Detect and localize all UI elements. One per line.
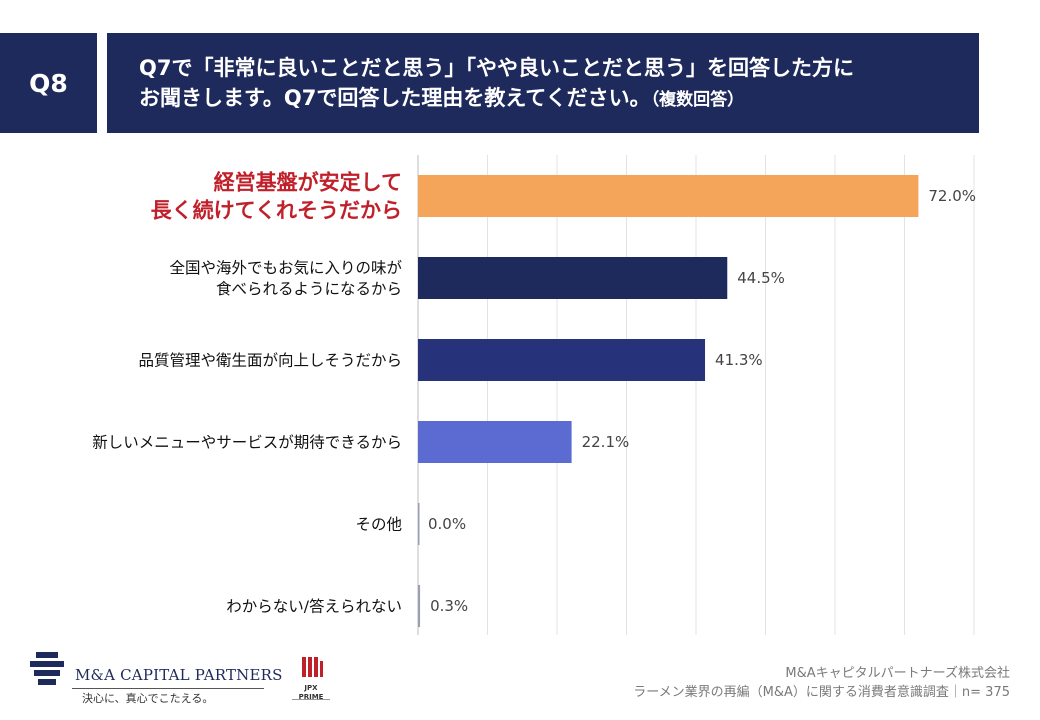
category-label: 品質管理や衛生面が向上しそうだから <box>138 351 402 369</box>
logo-divider <box>72 688 264 689</box>
company-logo-mark <box>30 652 64 685</box>
company-tagline: 決心に、真心でこたえる。 <box>82 692 214 705</box>
question-text-line1: Q7で「非常に良いことだと思う」「やや良いことだと思う」を回答した方に <box>139 56 854 80</box>
chart-bars <box>418 175 919 627</box>
jpx-logo-text: JPX PRIME <box>287 684 335 702</box>
category-label: 経営基盤が安定して <box>214 170 402 194</box>
bar-chart: 経営基盤が安定して長く続けてくれそうだから全国や海外でもお気に入りの味が食べられ… <box>92 155 976 635</box>
jpx-label: JPX <box>304 684 318 692</box>
category-label: 食べられるようになるから <box>216 280 402 298</box>
question-text-line2: お聞きします。Q7で回答した理由を教えてください。（複数回答） <box>139 83 979 115</box>
question-note: （複数回答） <box>650 90 745 110</box>
value-label: 72.0% <box>928 187 976 205</box>
bar <box>418 175 919 217</box>
category-label: わからない/答えられない <box>226 597 402 615</box>
footer-source: M&Aキャピタルパートナーズ株式会社 ラーメン業界の再編（M&A）に関する消費者… <box>633 664 1010 702</box>
company-logo-text: M&A CAPITAL PARTNERS <box>75 666 283 684</box>
question-number-badge: Q8 <box>0 33 97 133</box>
chart-value-labels: 72.0% 44.5% 41.3% 22.1% 0.0% 0.3% <box>428 187 976 615</box>
category-label: 新しいメニューやサービスが期待できるから <box>92 433 402 451</box>
value-label: 22.1% <box>582 433 630 451</box>
category-label: 全国や海外でもお気に入りの味が <box>169 259 402 277</box>
value-label: 41.3% <box>715 351 763 369</box>
value-label: 44.5% <box>737 269 785 287</box>
bar <box>418 585 421 627</box>
question-text-main: お聞きします。Q7で回答した理由を教えてください。 <box>139 86 651 110</box>
category-label: 長く続けてくれそうだから <box>151 198 402 222</box>
jpx-sub: PRIME <box>298 693 324 701</box>
value-label: 0.0% <box>428 515 466 533</box>
footer-company: M&Aキャピタルパートナーズ株式会社 <box>785 666 1010 681</box>
bar <box>418 257 728 299</box>
category-label: その他 <box>355 515 402 533</box>
bar <box>418 421 572 463</box>
chart-category-labels: 経営基盤が安定して長く続けてくれそうだから全国や海外でもお気に入りの味が食べられ… <box>92 170 402 615</box>
chart-grid <box>417 155 975 635</box>
value-label: 0.3% <box>430 597 468 615</box>
bar <box>418 339 706 381</box>
jpx-logo-icon <box>292 657 330 700</box>
footer-survey: ラーメン業界の再編（M&A）に関する消費者意識調査｜n= 375 <box>633 685 1010 700</box>
question-header: Q7で「非常に良いことだと思う」「やや良いことだと思う」を回答した方に お聞きし… <box>107 33 979 133</box>
bar <box>418 503 420 545</box>
